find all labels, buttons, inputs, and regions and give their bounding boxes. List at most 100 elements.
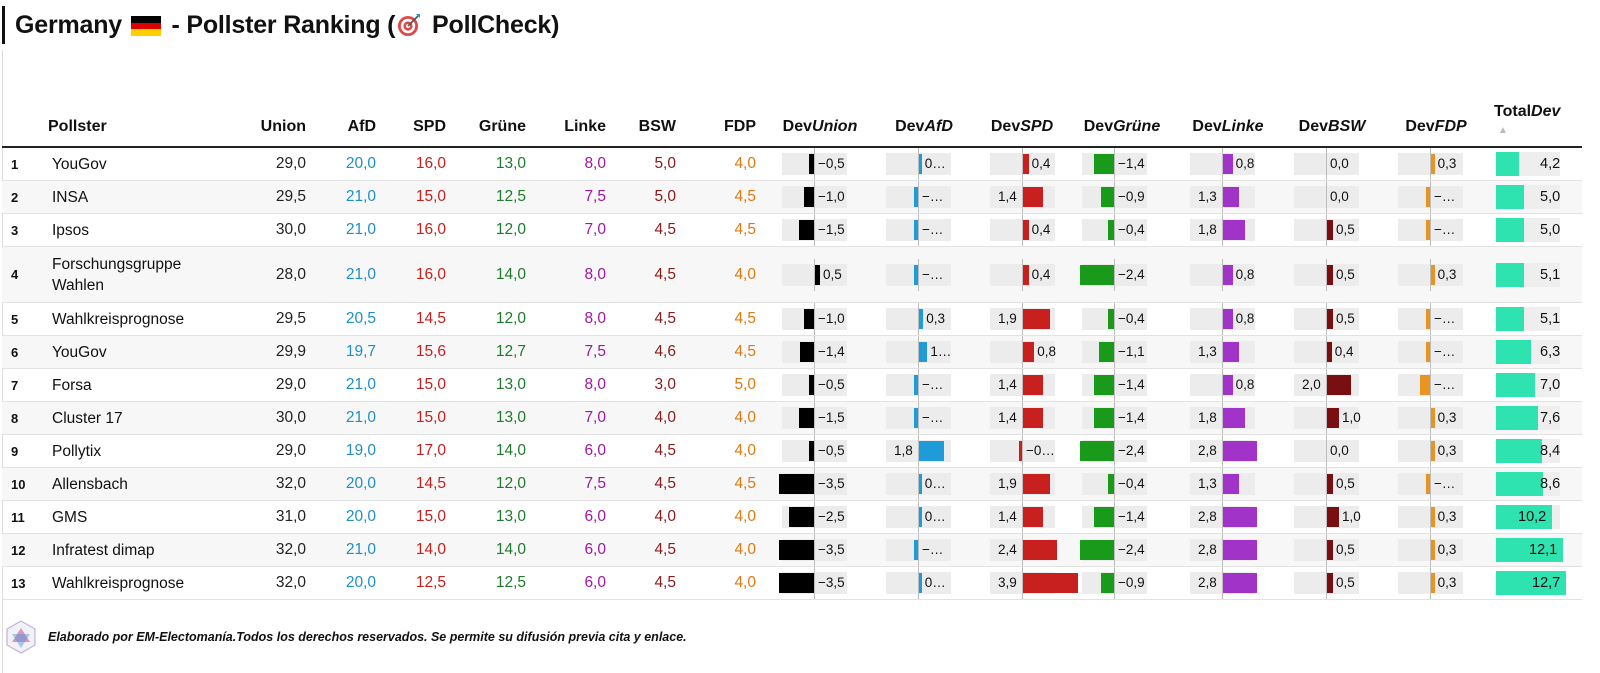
dev-linke-label: 0,8 xyxy=(1235,377,1255,392)
bsw-value: 4,5 xyxy=(618,434,688,468)
header-linke[interactable]: Linke xyxy=(538,78,618,148)
dev-union-bar xyxy=(809,154,814,174)
dev-axis xyxy=(918,258,919,291)
dev-gruene-label: −0,9 xyxy=(1118,189,1145,204)
afd-value: 21,0 xyxy=(318,368,388,402)
dev-spd-cell: 3,9 xyxy=(976,566,1078,600)
dev-gruene-cell: −0,4 xyxy=(1068,467,1176,501)
dev-linke-label: 0,8 xyxy=(1235,311,1255,326)
linke-value: 8,0 xyxy=(538,368,618,402)
fdp-value: 4,0 xyxy=(688,246,768,303)
dev-bsw-bar-chart: 0,5 xyxy=(1286,303,1380,335)
dev-linke-cell: 2,8 xyxy=(1176,533,1280,567)
dev-gruene-bar xyxy=(1094,408,1114,428)
dev-fdp-cell: 0,3 xyxy=(1384,500,1488,534)
dev-axis xyxy=(1326,303,1327,335)
table-row[interactable]: 12 Infratest dimap 32,0 21,0 14,0 14,0 6,0 4,5 4… xyxy=(2,533,1582,567)
dev-afd-label: 0… xyxy=(924,509,946,524)
header-total-dev[interactable]: TotalDev ▲ xyxy=(1488,78,1582,148)
table-row[interactable]: 8 Cluster 17 30,0 21,0 15,0 13,0 7,0 4,0 4,0 −1,5… xyxy=(2,401,1582,435)
dev-union-label: −1,0 xyxy=(818,189,845,204)
table-row[interactable]: 11 GMS 31,0 20,0 15,0 13,0 6,0 4,0 4,0 −2,5 0… 1,4−… xyxy=(2,500,1582,534)
header-dev-fdp[interactable]: DevFDP xyxy=(1384,78,1488,148)
total-dev-cell: 5,1 xyxy=(1488,302,1582,336)
dev-afd-bar-chart: 0… xyxy=(878,468,972,500)
dev-union-bar-chart: −3,5 xyxy=(774,567,868,599)
dev-spd-bar-chart: −0… xyxy=(982,435,1064,467)
germany-flag-icon xyxy=(130,16,161,36)
header-pollster[interactable]: Pollster xyxy=(48,78,228,148)
dev-linke-bar-chart: 1,3 xyxy=(1182,336,1276,368)
dev-fdp-label: 0,3 xyxy=(1437,410,1457,425)
bsw-value: 5,0 xyxy=(618,147,688,181)
dev-axis xyxy=(1114,468,1115,500)
header-union[interactable]: Union xyxy=(228,78,318,148)
dev-spd-label: 2,4 xyxy=(998,542,1017,557)
dev-spd-cell: 0,4 xyxy=(976,246,1068,303)
dev-gruene-label: −0,4 xyxy=(1118,311,1145,326)
table-row[interactable]: 10 Allensbach 32,0 20,0 14,5 12,0 7,5 4,5 4,5 −3,… xyxy=(2,467,1582,501)
header-gruene[interactable]: Grüne xyxy=(458,78,538,148)
dev-spd-cell: 0,4 xyxy=(976,213,1068,247)
total-dev-label: 8,4 xyxy=(1540,443,1561,459)
dev-bsw-label: 0,0 xyxy=(1330,189,1349,204)
sort-ascending-icon[interactable]: ▲ xyxy=(1498,125,1508,136)
dev-fdp-label: 0,3 xyxy=(1437,509,1457,524)
table-row[interactable]: 5 Wahlkreisprognose 29,5 20,5 14,5 12,0 8,0 4,5… xyxy=(2,302,1582,336)
title-text-brand: PollCheck) xyxy=(425,11,560,39)
total-dev-label: 8,6 xyxy=(1540,476,1561,492)
header-dev-union[interactable]: DevUnion xyxy=(768,78,872,148)
dev-fdp-bar-chart: 0,3 xyxy=(1390,567,1484,599)
table-row[interactable]: 7 Forsa 29,0 21,0 15,0 13,0 8,0 3,0 5,0 −0,5 −… 1,4… xyxy=(2,368,1582,402)
total-dev-bar xyxy=(1496,185,1524,209)
dev-union-label: −0,5 xyxy=(818,443,845,458)
header-dev-bsw[interactable]: DevBSW xyxy=(1280,78,1384,148)
gruene-value: 13,0 xyxy=(458,368,538,402)
dev-afd-cell: −… xyxy=(872,180,976,214)
table-row[interactable]: 1 YouGov 29,0 20,0 16,0 13,0 8,0 5,0 4,0 −0,5 0… 0,… xyxy=(2,147,1582,181)
dev-afd-bar xyxy=(913,540,918,560)
dev-axis xyxy=(1022,181,1023,213)
header-dev-spd[interactable]: DevSPD xyxy=(976,78,1068,148)
dev-spd-label: 3,9 xyxy=(998,575,1017,590)
dev-linke-bar-chart: 0,8 xyxy=(1182,258,1276,291)
header-fdp[interactable]: FDP xyxy=(688,78,768,148)
dev-axis xyxy=(918,181,919,213)
dev-afd-label: −… xyxy=(922,222,944,237)
table-row[interactable]: 9 Pollytix 29,0 19,0 17,0 14,0 6,0 4,5 4,0 −0,5 1,… xyxy=(2,434,1582,468)
dev-union-bar-chart: −1,4 xyxy=(774,336,868,368)
dev-spd-cell: 1,4 xyxy=(976,180,1068,214)
header-afd[interactable]: AfD xyxy=(318,78,388,148)
total-dev-bar xyxy=(1496,472,1543,496)
dev-linke-bar xyxy=(1223,309,1233,329)
table-row[interactable]: 13 Wahlkreisprognose 32,0 20,0 12,5 12,5 6,0 4,… xyxy=(2,566,1582,600)
header-dev-linke[interactable]: DevLinke xyxy=(1176,78,1280,148)
header-dev-afd[interactable]: DevAfD xyxy=(872,78,976,148)
dev-fdp-cell: −… xyxy=(1384,302,1488,336)
dev-axis xyxy=(1222,534,1223,566)
dev-bsw-bar-chart: 0,0 xyxy=(1286,148,1380,180)
dev-spd-bar-chart: 0,8 xyxy=(982,336,1064,368)
header-bsw[interactable]: BSW xyxy=(618,78,688,148)
bsw-value: 4,6 xyxy=(618,335,688,369)
dev-axis xyxy=(1022,402,1023,434)
dev-afd-label: 0… xyxy=(924,156,946,171)
dev-axis xyxy=(1022,501,1023,533)
union-value: 31,0 xyxy=(228,500,318,534)
dev-spd-bar xyxy=(1023,154,1029,174)
dev-fdp-cell: −… xyxy=(1384,368,1488,402)
total-dev-bar xyxy=(1496,307,1524,331)
dev-gruene-bar-chart: −0,9 xyxy=(1074,567,1172,599)
dev-spd-bar xyxy=(1023,408,1043,428)
header-dev-gruene[interactable]: DevGrüne xyxy=(1068,78,1176,148)
dev-axis xyxy=(1222,148,1223,180)
header-spd[interactable]: SPD xyxy=(388,78,458,148)
table-row[interactable]: 2 INSA 29,5 21,0 15,0 12,5 7,5 5,0 4,5 −1,0 −… 1,4−… xyxy=(2,180,1582,214)
dev-linke-bar xyxy=(1223,408,1245,428)
table-row[interactable]: 6 YouGov 29,9 19,7 15,6 12,7 7,5 4,6 4,5 −1,4 1… 0,… xyxy=(2,335,1582,369)
dev-union-bar-chart: −2,5 xyxy=(774,501,868,533)
dev-union-label: 0,5 xyxy=(823,266,842,282)
table-row[interactable]: 4 Forschungsgruppe Wahlen 28,0 21,0 16,0 14,0… xyxy=(2,246,1582,303)
table-row[interactable]: 3 Ipsos 30,0 21,0 16,0 12,0 7,0 4,5 4,5 −1,5 −… 0,4… xyxy=(2,213,1582,247)
dev-spd-bar-chart: 0,4 xyxy=(982,214,1064,246)
